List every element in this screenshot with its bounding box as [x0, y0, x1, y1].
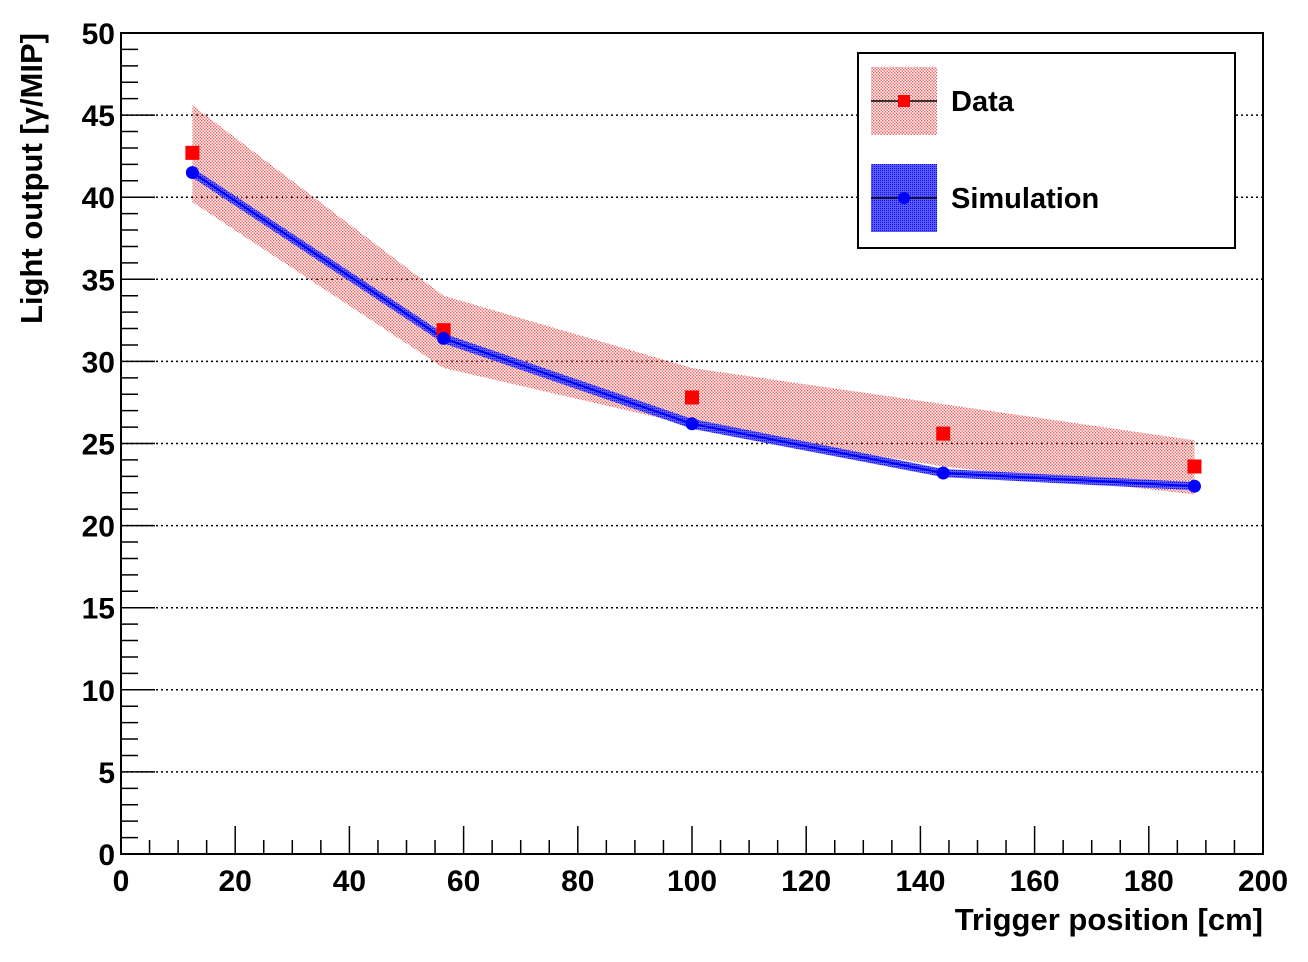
- x-tick-label: 120: [781, 865, 831, 898]
- x-tick-label: 140: [895, 865, 945, 898]
- tick-layer: [120, 32, 1264, 855]
- data-point-data-0: [185, 145, 200, 160]
- y-tick-label: 10: [82, 675, 115, 708]
- x-tick-label: 200: [1238, 865, 1288, 898]
- y-tick-label: 40: [82, 182, 115, 215]
- band-data: [192, 105, 1195, 495]
- data-point-simulation-0: [185, 166, 199, 180]
- legend-label-data: Data: [951, 86, 1015, 118]
- legend-label-simulation: Simulation: [951, 183, 1099, 215]
- x-tick-label: 40: [333, 865, 366, 898]
- data-point-data-3: [936, 426, 951, 441]
- x-tick-label: 100: [667, 865, 717, 898]
- y-tick-label: 20: [82, 511, 115, 544]
- data-point-simulation-1: [437, 331, 451, 345]
- y-tick-label: 35: [82, 264, 115, 297]
- y-tick-label: 5: [98, 757, 115, 790]
- legend-marker-simulation: [898, 192, 910, 204]
- y-tick-label: 25: [82, 429, 115, 462]
- x-axis-title: Trigger position [cm]: [955, 902, 1263, 937]
- x-tick-label: 0: [113, 865, 130, 898]
- x-tick-label: 20: [219, 865, 252, 898]
- legend-marker-data: [898, 95, 910, 107]
- data-point-data-2: [685, 390, 699, 405]
- x-tick-label: 80: [561, 865, 594, 898]
- x-tick-label: 60: [447, 865, 480, 898]
- label-layer: 0 20 40 60 80 100 120 140 160 180 200 0 5 10 15 20 25 30 3…: [14, 18, 1288, 937]
- marker-layer: [185, 145, 1202, 493]
- y-tick-label: 0: [98, 839, 115, 872]
- y-tick-label: 15: [82, 593, 115, 626]
- data-point-simulation-3: [936, 466, 950, 480]
- y-tick-label: 50: [82, 18, 115, 51]
- data-point-data-4: [1187, 459, 1202, 474]
- y-tick-label: 30: [82, 346, 115, 379]
- y-axis-title: Light output [γ/MIP]: [14, 33, 49, 324]
- x-tick-label: 160: [1010, 865, 1060, 898]
- x-tick-label: 180: [1124, 865, 1174, 898]
- y-tick-label: 45: [82, 100, 115, 133]
- data-point-simulation-2: [685, 417, 699, 431]
- data-point-simulation-4: [1187, 479, 1201, 493]
- legend: Data Simulation: [857, 52, 1236, 249]
